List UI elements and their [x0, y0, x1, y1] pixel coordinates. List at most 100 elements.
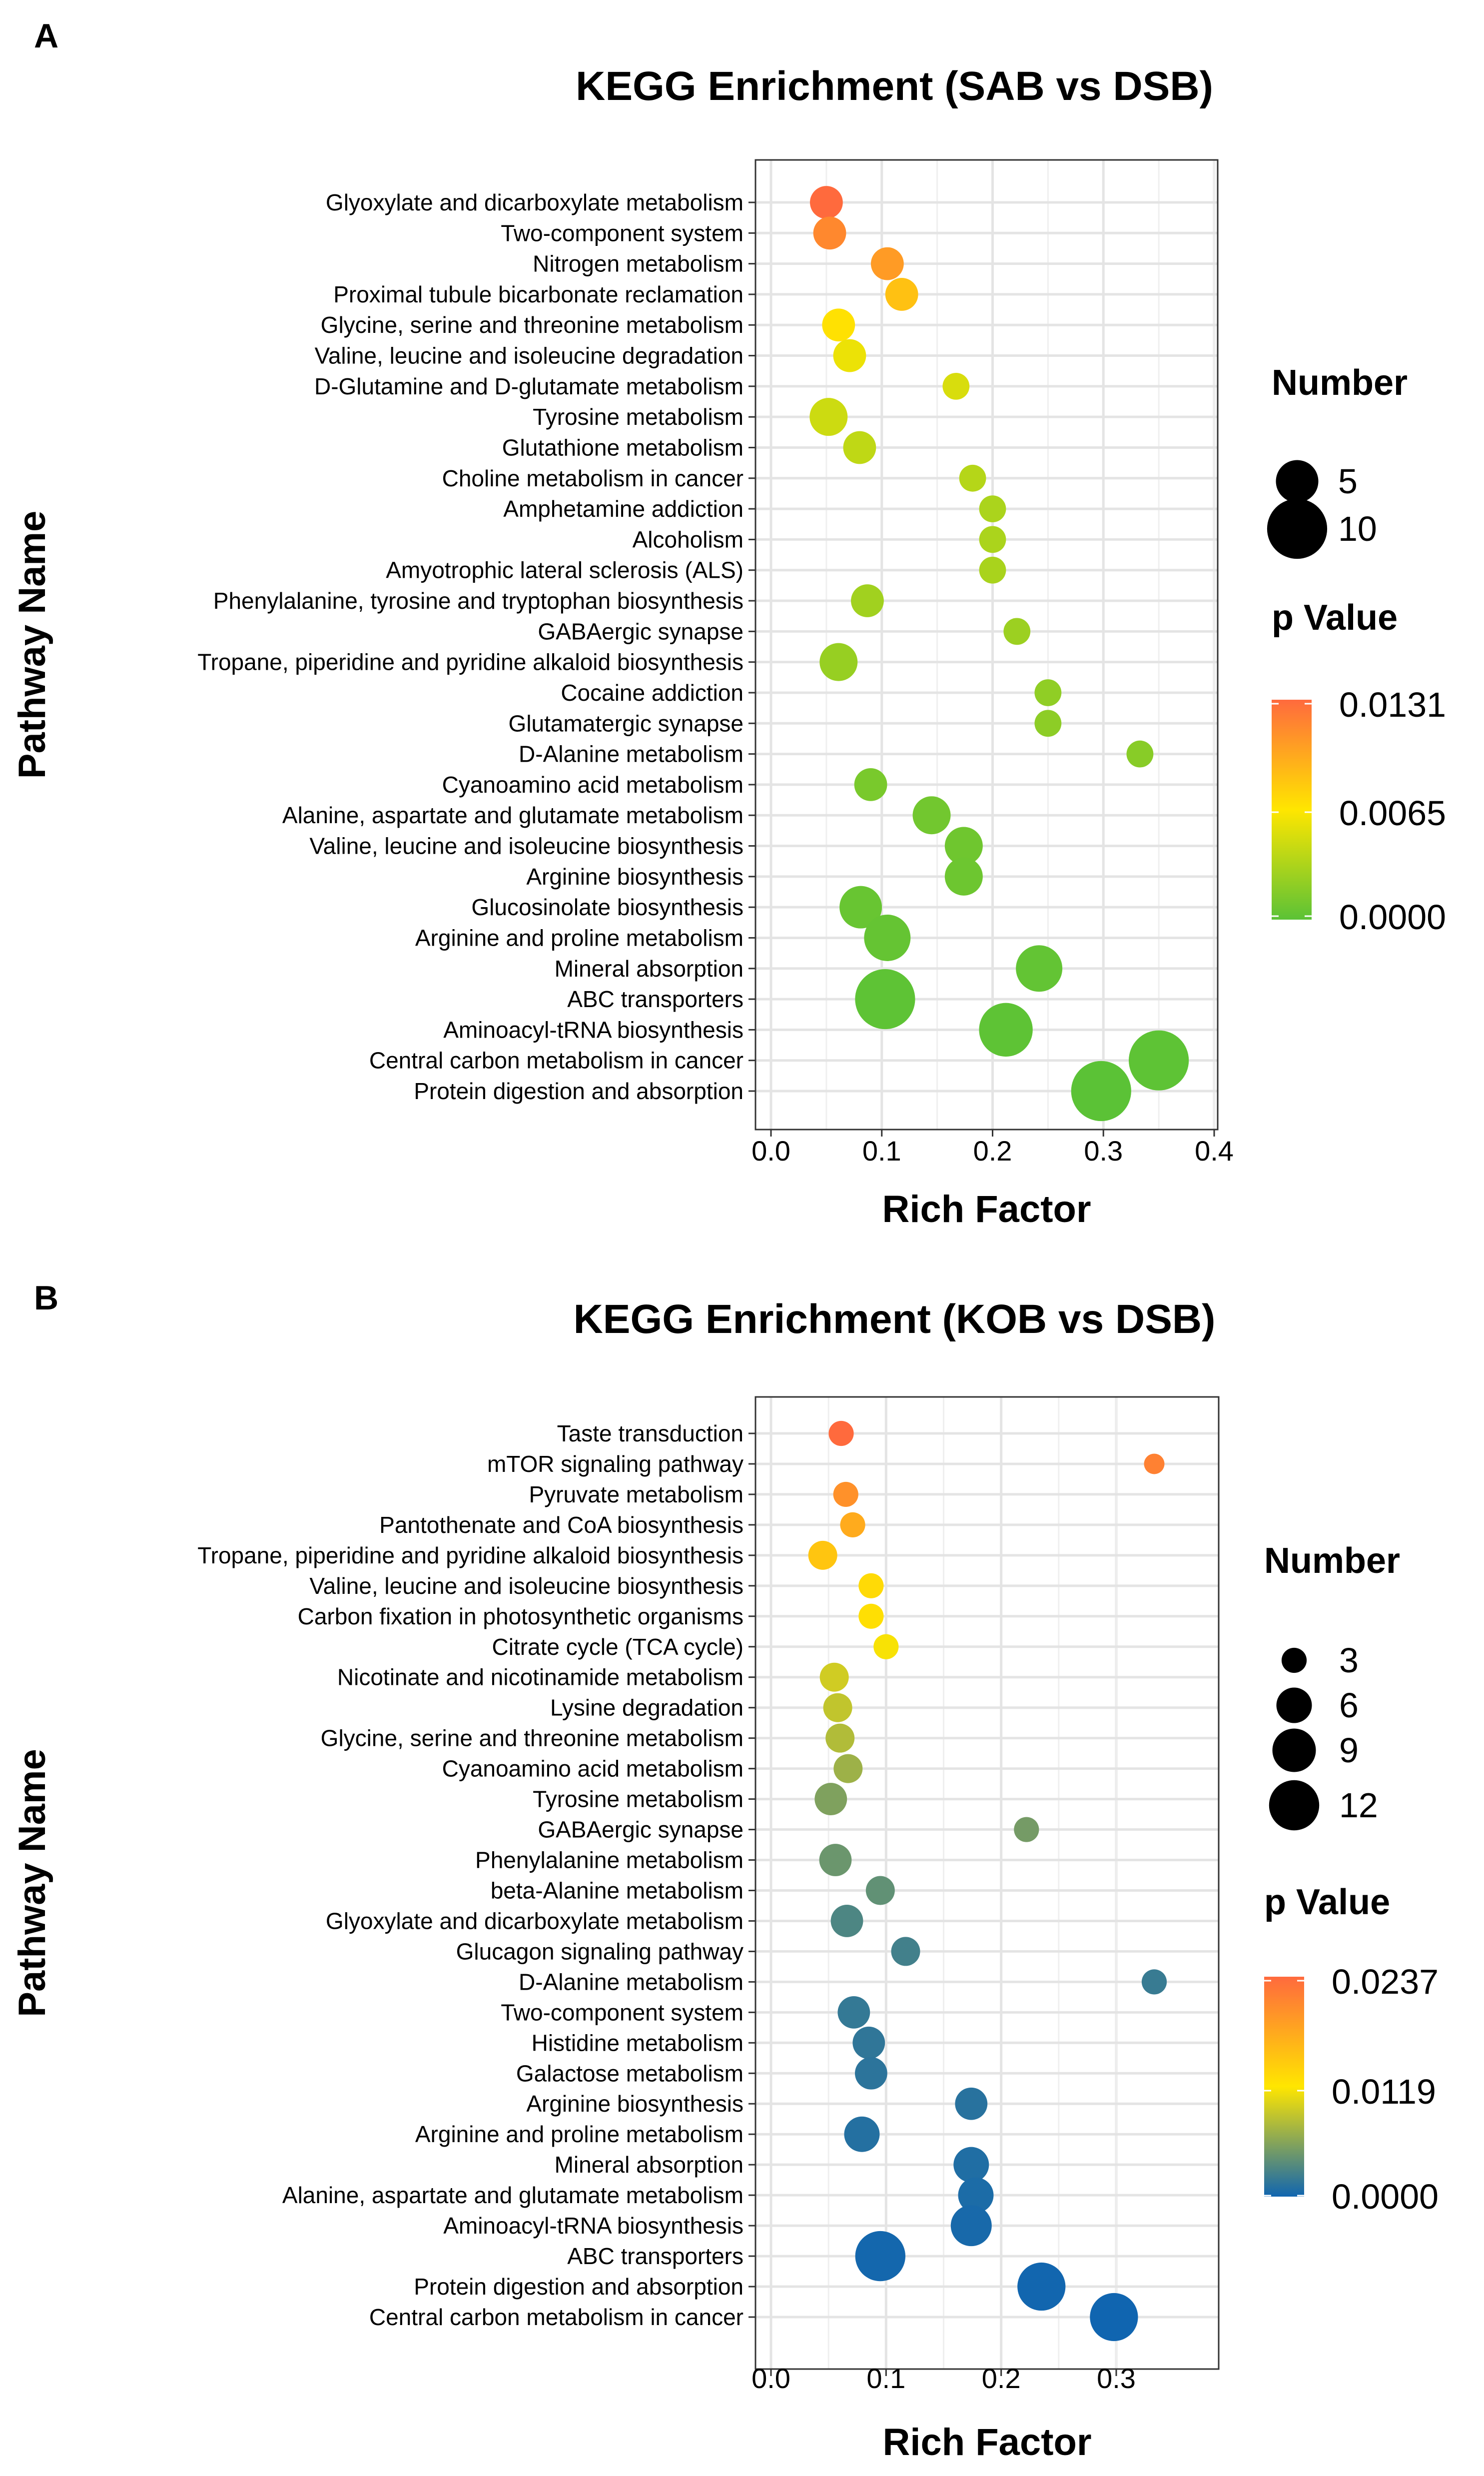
color-legend-label: 0.0131 [1339, 685, 1446, 724]
data-point [870, 247, 904, 280]
data-point [855, 969, 915, 1030]
y-tick-label: Aminoacyl-tRNA biosynthesis [443, 1017, 743, 1043]
data-point [814, 1783, 847, 1815]
data-point [809, 398, 848, 436]
y-tick-label: Nicotinate and nicotinamide metabolism [337, 1664, 743, 1690]
data-point [959, 464, 986, 492]
y-tick-label: Tyrosine metabolism [533, 404, 743, 430]
y-tick-label: Carbon fixation in photosynthetic organi… [298, 1603, 743, 1629]
panel-letter: A [34, 17, 58, 55]
data-point [844, 2116, 880, 2152]
data-point [858, 1603, 884, 1629]
y-tick-label: Two-component system [501, 1999, 743, 2025]
data-point [833, 1754, 863, 1783]
color-legend-bar [1272, 700, 1312, 920]
y-tick-label: Protein digestion and absorption [414, 2274, 743, 2300]
y-tick-label: mTOR signaling pathway [487, 1451, 743, 1477]
data-point [843, 431, 876, 464]
y-tick-label: Nitrogen metabolism [533, 251, 743, 277]
data-point [819, 643, 858, 681]
data-point [823, 1693, 852, 1722]
data-point [891, 1937, 920, 1966]
x-tick-label: 0.1 [866, 2363, 905, 2394]
y-tick-label: Tropane, piperidine and pyridine alkaloi… [197, 1542, 743, 1568]
y-tick-label: Protein digestion and absorption [414, 1078, 743, 1104]
y-tick-label: Cyanoamino acid metabolism [442, 772, 743, 798]
data-point [855, 2231, 906, 2282]
size-legend-key [1276, 460, 1319, 503]
panel-a: A KEGG Enrichment (SAB vs DSB) Glyoxylate … [11, 17, 1446, 1231]
y-tick-label: Pantothenate and CoA biosynthesis [379, 1512, 743, 1538]
size-legend-label: 10 [1338, 509, 1377, 548]
y-tick-label: GABAergic synapse [538, 618, 743, 644]
y-tick-label: Cyanoamino acid metabolism [442, 1756, 743, 1782]
data-point [1126, 740, 1154, 768]
y-tick-label: Arginine biosynthesis [526, 864, 743, 890]
color-legend-title: p Value [1264, 1882, 1390, 1922]
data-point [833, 339, 866, 372]
data-point [858, 1573, 884, 1598]
y-tick-label: D-Alanine metabolism [519, 1969, 743, 1995]
data-point [822, 308, 855, 342]
data-point [828, 1420, 854, 1446]
data-point [819, 1844, 852, 1876]
y-tick-label: Phenylalanine metabolism [475, 1847, 743, 1873]
data-point [979, 1003, 1033, 1057]
color-legend-label: 0.0000 [1339, 898, 1446, 937]
data-point [830, 1905, 863, 1937]
y-tick-label: D-Alanine metabolism [519, 741, 743, 767]
y-tick-label: Valine, leucine and isoleucine biosynthe… [309, 1573, 743, 1599]
size-legend-key [1276, 1687, 1312, 1723]
size-legend-key [1272, 1728, 1316, 1772]
data-point [1034, 679, 1062, 706]
data-point [840, 1512, 865, 1537]
data-point [854, 768, 887, 801]
data-point [979, 556, 1006, 584]
data-point [809, 186, 843, 219]
y-tick-label: Cocaine addiction [561, 680, 743, 706]
data-point [1034, 710, 1062, 737]
y-tick-label: GABAergic synapse [538, 1817, 743, 1843]
y-tick-label: Glucosinolate biosynthesis [471, 894, 743, 920]
y-tick-label: Glutathione metabolism [502, 434, 743, 460]
y-tick-label: Mineral absorption [555, 956, 743, 982]
y-tick-label: Tropane, piperidine and pyridine alkaloi… [197, 649, 743, 675]
y-tick-label: Histidine metabolism [532, 2030, 743, 2056]
data-point [854, 2057, 887, 2090]
color-legend-label: 0.0119 [1332, 2072, 1436, 2111]
y-tick-label: Central carbon metabolism in cancer [369, 2304, 743, 2330]
data-point [955, 2087, 988, 2120]
y-tick-label: Alanine, aspartate and glutamate metabol… [282, 802, 743, 828]
data-point [944, 827, 983, 865]
y-tick-label: Phenylalanine, tyrosine and tryptophan b… [213, 588, 743, 614]
x-tick-label: 0.2 [982, 2363, 1021, 2394]
x-axis: 0.0 0.1 0.2 0.3 0.4 [751, 1130, 1234, 1167]
y-tick-label: Arginine biosynthesis [526, 2091, 743, 2117]
data-point [958, 2177, 994, 2213]
plot-border [754, 159, 1219, 1131]
y-axis: Taste transduction mTOR signaling pathway… [197, 1420, 755, 2330]
data-point [1003, 618, 1031, 645]
data-point [944, 857, 983, 896]
y-tick-label: beta-Alanine metabolism [491, 1877, 743, 1903]
y-tick-label: Mineral absorption [555, 2152, 743, 2178]
x-tick-label: 0.4 [1195, 1135, 1234, 1167]
y-tick-label: Alcoholism [633, 526, 743, 552]
y-tick-label: Pyruvate metabolism [529, 1481, 744, 1507]
data-point [839, 886, 882, 929]
y-tick-label: ABC transporters [567, 986, 743, 1012]
data-point [1071, 1061, 1131, 1122]
x-tick-label: 0.3 [1097, 2363, 1136, 2394]
panel-letter: B [34, 1279, 58, 1317]
plot-panel [755, 160, 1218, 1130]
y-tick-label: Central carbon metabolism in cancer [369, 1048, 743, 1074]
x-tick-label: 0.0 [751, 1135, 790, 1167]
size-legend: Number 5 10 [1267, 363, 1408, 559]
y-tick-label: Taste transduction [557, 1420, 743, 1446]
panel-b: B KEGG Enrichment (KOB vs DSB) Taste trans… [11, 1279, 1439, 2464]
size-legend: Number 3 6 9 12 [1264, 1541, 1400, 1831]
y-tick-label: Glycine, serine and threonine metabolism [321, 312, 743, 338]
data-point [1090, 2293, 1138, 2342]
color-legend: p Value 0.0237 0.0119 0.0000 [1264, 1882, 1439, 2216]
data-point [950, 2205, 992, 2247]
